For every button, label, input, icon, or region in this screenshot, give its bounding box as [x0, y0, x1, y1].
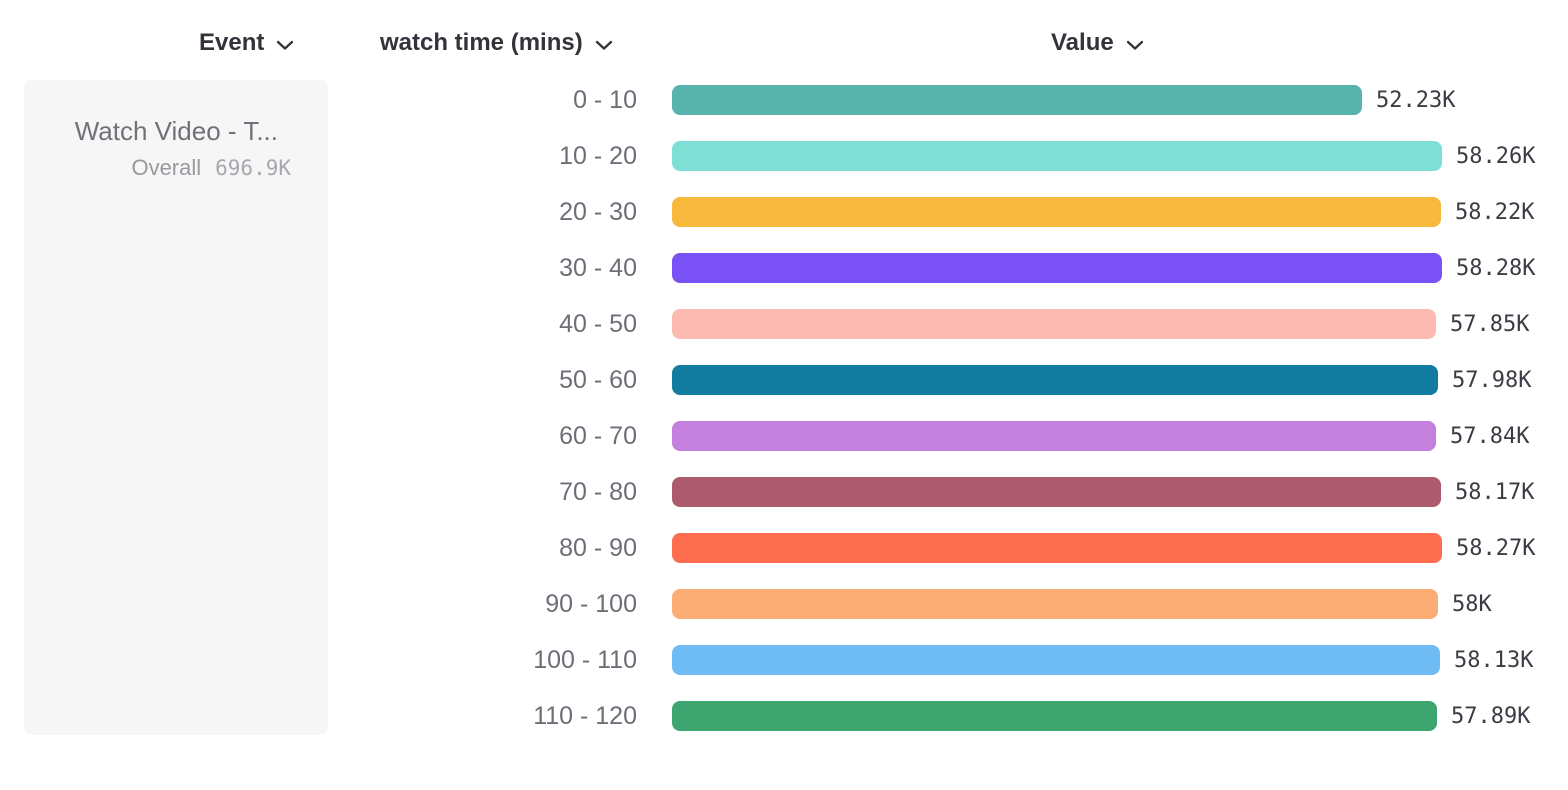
- value-label: 57.85K: [1450, 311, 1530, 337]
- value-column-header-label: Value: [1051, 28, 1114, 56]
- value-label: 58.22K: [1455, 199, 1535, 225]
- category-label: 0 - 10: [573, 85, 637, 114]
- bar-50-60[interactable]: [672, 365, 1438, 395]
- chart-row: 0 - 10 52.23K: [0, 72, 1568, 128]
- bar-100-110[interactable]: [672, 645, 1440, 675]
- chevron-down-icon: [595, 30, 613, 58]
- bar-80-90[interactable]: [672, 533, 1442, 563]
- event-column-header-label: Event: [199, 28, 265, 56]
- chevron-down-icon: [1126, 30, 1144, 58]
- chart-row: 10 - 20 58.26K: [0, 128, 1568, 184]
- category-label: 90 - 100: [545, 589, 637, 618]
- value-label: 52.23K: [1376, 87, 1456, 113]
- watch-time-column-header[interactable]: watch time (mins): [380, 27, 613, 58]
- chart-row: 40 - 50 57.85K: [0, 296, 1568, 352]
- category-label: 100 - 110: [533, 645, 637, 674]
- category-label: 70 - 80: [559, 477, 637, 506]
- bar-chart: 0 - 10 52.23K 10 - 20 58.26K 20 - 30 58.…: [0, 72, 1568, 744]
- chart-row: 70 - 80 58.17K: [0, 464, 1568, 520]
- bar-track: 57.98K: [672, 365, 1568, 395]
- overall-row: Overall 696.9K: [131, 155, 291, 181]
- bar-70-80[interactable]: [672, 477, 1441, 507]
- bar-0-10[interactable]: [672, 85, 1362, 115]
- overall-label: Overall: [131, 155, 202, 180]
- overall-value: 696.9K: [215, 156, 291, 180]
- category-label: 20 - 30: [559, 197, 637, 226]
- bar-30-40[interactable]: [672, 253, 1442, 283]
- value-label: 57.98K: [1452, 367, 1532, 393]
- chevron-down-icon: [276, 30, 294, 58]
- value-label: 58.17K: [1455, 479, 1535, 505]
- category-label: 10 - 20: [559, 141, 637, 170]
- bar-track: 58.28K: [672, 253, 1568, 283]
- bar-track: 58.13K: [672, 645, 1568, 675]
- bar-track: 57.89K: [672, 701, 1568, 731]
- bar-track: 58.22K: [672, 197, 1568, 227]
- bar-track: 58.17K: [672, 477, 1568, 507]
- value-label: 58K: [1452, 591, 1492, 617]
- watch-time-column-header-label: watch time (mins): [380, 28, 583, 56]
- bar-90-100[interactable]: [672, 589, 1438, 619]
- chart-row: 20 - 30 58.22K: [0, 184, 1568, 240]
- category-label: 110 - 120: [533, 701, 637, 730]
- event-card[interactable]: Watch Video - T... Overall 696.9K: [24, 80, 328, 735]
- category-label: 80 - 90: [559, 533, 637, 562]
- bar-40-50[interactable]: [672, 309, 1436, 339]
- value-label: 57.84K: [1450, 423, 1530, 449]
- value-label: 58.27K: [1456, 535, 1536, 561]
- value-label: 58.26K: [1456, 143, 1536, 169]
- bar-track: 57.85K: [672, 309, 1568, 339]
- bar-track: 52.23K: [672, 85, 1568, 115]
- chart-row: 90 - 100 58K: [0, 576, 1568, 632]
- chart-row: 80 - 90 58.27K: [0, 520, 1568, 576]
- bar-10-20[interactable]: [672, 141, 1442, 171]
- category-label: 40 - 50: [559, 309, 637, 338]
- bar-track: 58K: [672, 589, 1568, 619]
- category-label: 30 - 40: [559, 253, 637, 282]
- chart-row: 50 - 60 57.98K: [0, 352, 1568, 408]
- bar-20-30[interactable]: [672, 197, 1441, 227]
- bar-track: 57.84K: [672, 421, 1568, 451]
- bar-track: 58.27K: [672, 533, 1568, 563]
- chart-row: 30 - 40 58.28K: [0, 240, 1568, 296]
- value-label: 58.13K: [1454, 647, 1534, 673]
- value-column-header[interactable]: Value: [1051, 27, 1144, 58]
- value-label: 57.89K: [1451, 703, 1531, 729]
- category-label: 60 - 70: [559, 421, 637, 450]
- event-name: Watch Video - T...: [74, 116, 278, 146]
- chart-row: 100 - 110 58.13K: [0, 632, 1568, 688]
- value-label: 58.28K: [1456, 255, 1536, 281]
- chart-row: 60 - 70 57.84K: [0, 408, 1568, 464]
- bar-60-70[interactable]: [672, 421, 1436, 451]
- bar-110-120[interactable]: [672, 701, 1437, 731]
- event-column-header[interactable]: Event: [199, 27, 294, 58]
- chart-row: 110 - 120 57.89K: [0, 688, 1568, 744]
- category-label: 50 - 60: [559, 365, 637, 394]
- bar-track: 58.26K: [672, 141, 1568, 171]
